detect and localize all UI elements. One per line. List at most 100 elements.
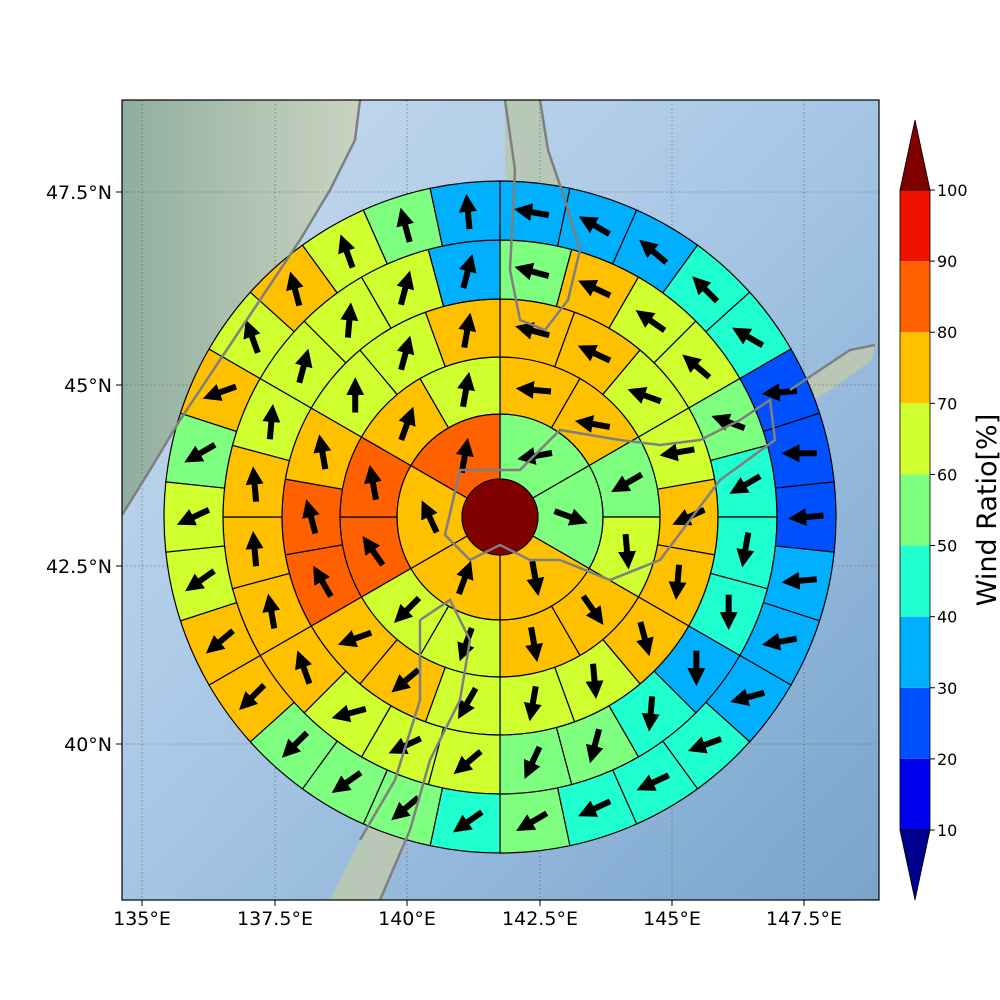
- wind-arrow-ring5-21: [205, 628, 235, 654]
- wind-arrow-ring5-13: [636, 772, 670, 791]
- wind-arrow-ring3-9: [523, 685, 542, 722]
- wind-arrow-ring5-10: [761, 632, 798, 651]
- wind-arrow-ring5-14: [578, 798, 612, 817]
- wind-arrow-ring5-23: [176, 507, 211, 526]
- wind-arrow-ring3-15: [313, 434, 332, 470]
- colorbar-segment: [900, 261, 930, 333]
- wind-arrow-ring2-5: [580, 594, 604, 626]
- wind-arrow-ring2-3: [611, 471, 644, 493]
- wind-arrow-ring3-10: [458, 686, 479, 720]
- wind-arrow-ring5-17: [391, 795, 421, 821]
- wind-arrow-ring5-26: [243, 319, 261, 354]
- wind-arrow-ring4-11: [585, 728, 604, 764]
- wind-arrow-ring2-4: [618, 533, 637, 570]
- wind-arrow-ring4-13: [453, 749, 483, 775]
- wind-arrow-ring5-22: [185, 568, 216, 592]
- wind-arrow-ring1-6: [455, 437, 474, 474]
- wind-arrow-ring1-1: [517, 447, 553, 465]
- colorbar-tick-label: 30: [937, 679, 957, 698]
- colorbar-segment: [900, 687, 930, 759]
- wind-ratio-sectors: [163, 180, 837, 854]
- colorbar-segment: [900, 545, 930, 617]
- y-tick-label: 42.5°N: [46, 556, 112, 578]
- wind-arrow-ring2-2: [574, 415, 611, 433]
- x-tick-label: 142.5°E: [502, 908, 578, 930]
- wind-arrow-ring5-9: [781, 571, 817, 590]
- x-tick-label: 145°E: [643, 908, 701, 930]
- wind-arrow-ring4-17: [262, 593, 281, 629]
- y-tick-label: 40°N: [64, 734, 112, 756]
- colorbar-tick-label: 50: [937, 537, 957, 556]
- wind-arrow-ring5-16: [452, 809, 484, 833]
- colorbar-extend-max: [899, 119, 931, 191]
- wind-arrow-ring5-25: [202, 383, 237, 401]
- wind-arrow-ring5-28: [338, 234, 356, 269]
- wind-arrow-ring1-2: [553, 508, 588, 526]
- wind-arrow-ring4-7: [736, 532, 755, 568]
- wind-arrow-ring5-12: [687, 736, 723, 754]
- wind-arrow-ring5-3: [639, 239, 669, 265]
- wind-arrow-ring2-12: [457, 371, 475, 408]
- y-tick-label: 47.5°N: [46, 182, 112, 204]
- colorbar-label: Wind Ratio[%]: [972, 414, 1000, 606]
- wind-arrow-ring5-24: [184, 442, 217, 463]
- wind-arrow-ring4-14: [388, 735, 422, 754]
- colorbar-tick-label: 80: [937, 323, 957, 342]
- wind-arrow-ring5-18: [331, 770, 363, 793]
- x-tick-label: 140°E: [378, 908, 436, 930]
- wind-arrow-ring3-14: [302, 499, 320, 535]
- colorbar-tick-label: 20: [937, 750, 957, 769]
- wind-arrow-ring4-20: [262, 404, 281, 440]
- wind-arrow-ring2-9: [362, 536, 386, 567]
- wind-arrow-ring4-6: [729, 473, 762, 494]
- plot-frame: [121, 99, 880, 901]
- wind-arrow-ring5-11: [730, 688, 766, 706]
- wind-arrow-ring4-15: [331, 704, 367, 723]
- colorbar-tick-label: 40: [937, 608, 957, 627]
- wind-arrow-ring4-19: [245, 466, 264, 502]
- wind-arrow-ring3-17: [396, 335, 415, 371]
- colorbar-tick-label: 90: [937, 252, 957, 271]
- colorbar-segment: [900, 403, 930, 475]
- wind-arrow-ring5-19: [281, 730, 310, 758]
- wind-direction-arrows: [176, 193, 824, 833]
- colorbar-tick-label: 60: [937, 465, 957, 484]
- wind-arrow-ring4-2: [578, 280, 612, 299]
- wind-arrow-ring5-15: [516, 810, 549, 831]
- wind-arrow-ring2-11: [398, 406, 416, 442]
- wind-arrow-ring5-27: [286, 271, 304, 307]
- wind-arrow-ring3-11: [391, 667, 421, 693]
- wind-arrow-ring2-10: [364, 464, 382, 501]
- wind-arrow-ring5-8: [788, 508, 824, 526]
- wind-arrow-ring4-21: [295, 348, 313, 384]
- wind-arrow-ring1-4: [456, 560, 474, 596]
- x-tick-label: 147.5°E: [766, 908, 842, 930]
- colorbar-tick-label: 70: [937, 394, 957, 413]
- wind-arrow-ring4-12: [524, 745, 543, 780]
- wind-arrow-ring5-30: [458, 193, 477, 230]
- y-tick-label: 45°N: [64, 375, 112, 397]
- wind-arrow-ring5-1: [513, 203, 550, 221]
- kuril-islands: [790, 345, 875, 400]
- wind-arrow-ring3-7: [636, 621, 654, 657]
- wind-arrow-ring3-1: [515, 322, 551, 340]
- wind-arrow-ring4-24: [459, 253, 477, 289]
- wind-arrow-ring5-2: [578, 216, 611, 237]
- colorbar-segment: [900, 474, 930, 546]
- x-axis-ticks: 135°E 137.5°E 140°E 142.5°E 145°E 147.5°E: [113, 900, 842, 930]
- wind-arrow-ring4-23: [396, 270, 415, 306]
- wind-arrow-ring4-18: [245, 531, 264, 567]
- wind-arrow-ring2-6: [525, 626, 543, 663]
- wind-arrow-ring4-4: [682, 354, 712, 380]
- x-tick-label: 137.5°E: [237, 908, 313, 930]
- wind-arrow-ring3-18: [458, 312, 477, 349]
- colorbar-segment: [900, 758, 930, 830]
- colorbar-tick-label: 100: [937, 181, 968, 200]
- x-tick-label: 135°E: [113, 908, 171, 930]
- wind-arrow-ring4-3: [635, 310, 667, 333]
- center-disc: [461, 478, 539, 556]
- wind-arrow-ring3-4: [659, 443, 695, 462]
- wind-arrow-ring3-12: [337, 629, 373, 648]
- wind-arrow-ring5-4: [692, 276, 720, 304]
